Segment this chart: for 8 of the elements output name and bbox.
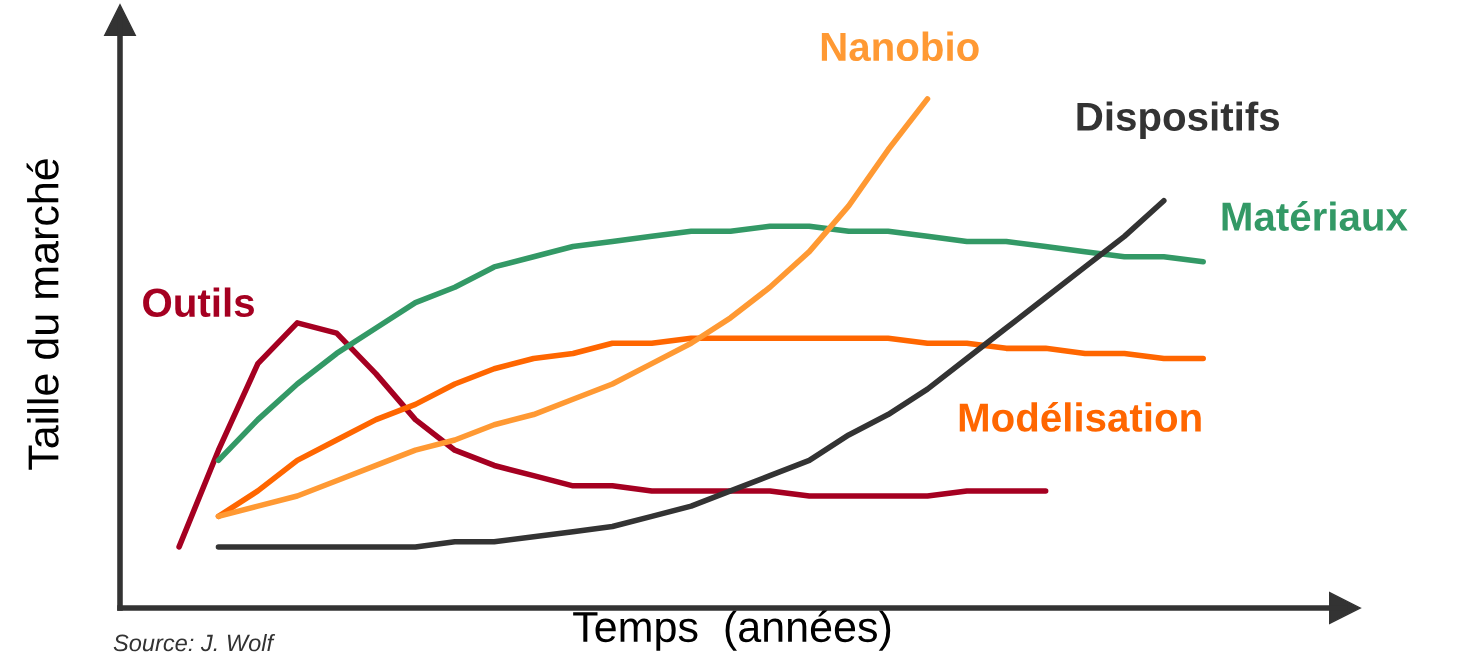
series-label: Matériaux xyxy=(1222,201,1408,231)
series-label: Nanobio xyxy=(821,31,979,62)
y-axis-title: Taille du marché xyxy=(26,159,59,470)
series-label: Modélisation xyxy=(959,401,1201,432)
x-axis-title: Temps (années) xyxy=(573,610,891,651)
source-note: Source: J. Wolf xyxy=(113,633,276,652)
series-label: Outils xyxy=(143,287,254,318)
text: Dispositifs xyxy=(1077,101,1279,139)
